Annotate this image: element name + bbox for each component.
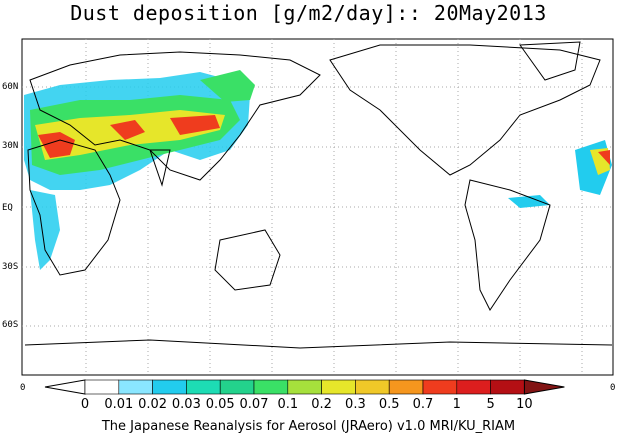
colorbar-swatch [219, 379, 255, 395]
lat-label-eq: EQ [2, 203, 13, 213]
dust-plume-layer [24, 70, 612, 270]
colorbar [44, 379, 565, 395]
footer-credit: The Japanese Reanalysis for Aerosol (JRA… [101, 419, 516, 434]
colorbar-label: 0.02 [138, 397, 168, 412]
lat-label-30n: 30N [2, 141, 19, 151]
colorbar-swatch [287, 379, 322, 395]
colorbar-right-zero: 0 [610, 383, 616, 393]
colorbar-label: 0.05 [205, 397, 235, 412]
colorbar-swatch [84, 379, 120, 395]
map-title: Dust deposition [g/m2/day]:: 20May2013 [70, 1, 547, 25]
colorbar-label: 0.3 [345, 397, 366, 412]
colorbar-swatch [253, 379, 289, 395]
colorbar-label: 0 [80, 397, 90, 412]
colorbar-swatch [186, 379, 221, 395]
colorbar-label: 5 [486, 397, 495, 412]
colorbar-left-zero: 0 [20, 383, 26, 393]
colorbar-label: 0.1 [277, 397, 299, 412]
colorbar-over-triangle [523, 379, 565, 395]
lat-label-60n: 60N [2, 82, 19, 92]
colorbar-label: 0.07 [239, 397, 269, 412]
colorbar-under-triangle [44, 379, 86, 395]
lat-label-30s: 30S [2, 262, 19, 272]
colorbar-swatch [321, 379, 356, 395]
colorbar-swatch [152, 379, 187, 395]
colorbar-swatch [490, 379, 525, 395]
colorbar-label: 0.2 [311, 397, 332, 412]
colorbar-swatch [456, 379, 491, 395]
colorbar-label: 0.5 [378, 397, 400, 412]
colorbar-label: 10 [516, 397, 533, 412]
colorbar-swatch [388, 379, 424, 395]
lat-label-60s: 60S [2, 320, 19, 330]
colorbar-label: 0.03 [171, 397, 201, 412]
colorbar-swatch [422, 379, 458, 395]
coastlines [24, 41, 613, 349]
colorbar-label: 0.01 [104, 397, 134, 412]
colorbar-label: 0.7 [412, 397, 434, 412]
colorbar-label: 1 [452, 397, 461, 412]
colorbar-swatch [355, 379, 390, 395]
colorbar-swatch [118, 379, 153, 395]
